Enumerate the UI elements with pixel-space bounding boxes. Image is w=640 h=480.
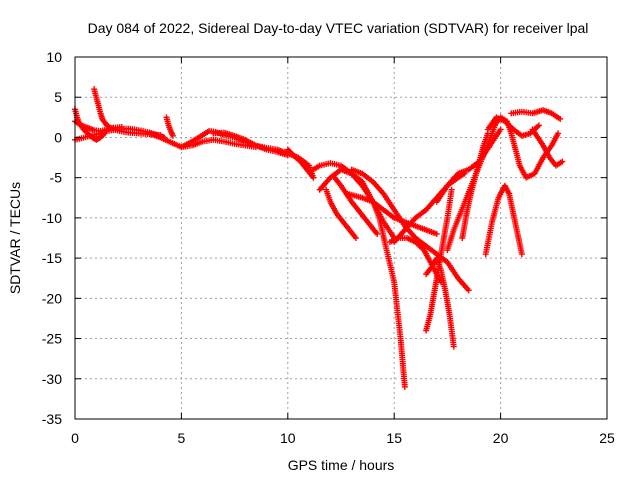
series-arc-22 [459, 130, 491, 241]
y-tick-label: -30 [42, 371, 62, 387]
x-tick-label: 20 [493, 430, 509, 446]
data-point [559, 158, 566, 165]
data-point [450, 343, 457, 350]
series-arc-5 [163, 114, 176, 139]
y-tick-label: 10 [46, 49, 62, 65]
series-arc-19 [423, 186, 455, 334]
y-tick-label: -10 [42, 210, 62, 226]
axes: 0 5 10 15 20 25 10 5 0 -5 -10 -15 -20 -25 -30 -35 [42, 49, 615, 446]
y-tick-label: -5 [50, 170, 63, 186]
data-point [465, 287, 472, 294]
series-arc-4 [91, 86, 164, 139]
grid [75, 57, 607, 419]
x-tick-label: 25 [599, 430, 615, 446]
data-point [518, 251, 525, 258]
data-point [535, 122, 542, 129]
y-tick-label: 5 [54, 89, 62, 105]
data-series [72, 86, 566, 390]
series-arc-27 [529, 126, 566, 169]
series-arc-26 [508, 107, 564, 122]
data-point [374, 230, 381, 237]
data-point [401, 383, 408, 390]
y-tick-label: -35 [42, 411, 62, 427]
data-point [169, 132, 176, 139]
data-point [352, 235, 359, 241]
data-point [497, 126, 504, 133]
x-tick-label: 0 [71, 430, 79, 446]
series-arc-23 [482, 182, 525, 258]
chart-title: Day 084 of 2022, Sidereal Day-to-day VTE… [88, 20, 589, 36]
data-point [557, 115, 564, 122]
series-arc-12 [323, 186, 359, 241]
series-arc-13 [331, 174, 381, 237]
data-point [433, 230, 440, 237]
y-tick-label: 0 [54, 129, 62, 145]
data-point [448, 186, 455, 193]
y-tick-label: -20 [42, 290, 62, 306]
x-tick-label: 5 [178, 430, 186, 446]
series-arc-25 [491, 114, 562, 181]
y-tick-label: -15 [42, 250, 62, 266]
plot-frame [74, 56, 608, 420]
data-point [310, 174, 317, 181]
x-axis-label: GPS time / hours [288, 457, 395, 473]
y-axis-label: SDTVAR / TECUs [7, 182, 23, 294]
series-arc-9 [284, 146, 317, 181]
x-tick-label: 10 [280, 430, 296, 446]
data-point [555, 130, 562, 137]
x-tick-label: 15 [386, 430, 402, 446]
series-arc-6 [146, 130, 259, 151]
y-tick-label: -25 [42, 331, 62, 347]
